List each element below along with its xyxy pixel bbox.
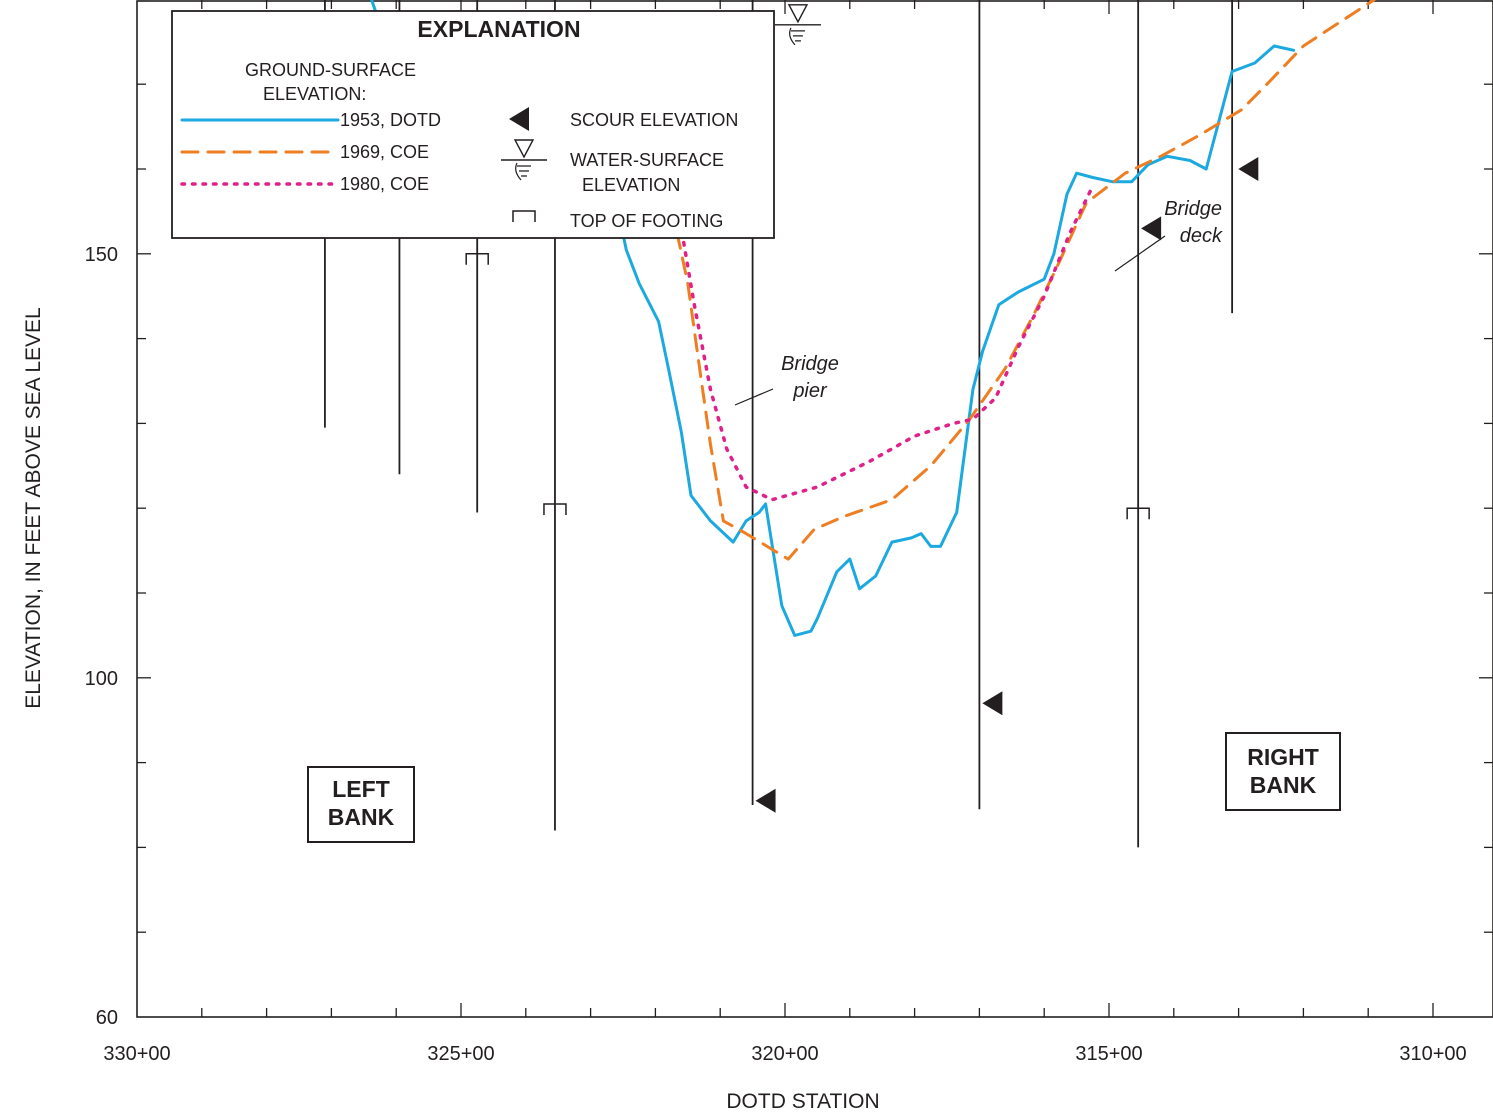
- right-bank-label-line: BANK: [1250, 772, 1317, 798]
- x-axis-title: DOTD STATION: [726, 1090, 879, 1113]
- y-tick-label: 150: [85, 244, 118, 266]
- bridge-deck-annotation-line: Bridge: [1164, 198, 1222, 220]
- legend-box: [171, 10, 775, 239]
- bridge-deck-leader: [1114, 235, 1166, 272]
- scour-elevation-marker: [755, 788, 776, 813]
- bridge-pier-annotation-line: pier: [792, 380, 828, 402]
- legend-ground-header: ELEVATION:: [263, 84, 366, 104]
- legend-series-label: 1953, DOTD: [340, 110, 441, 130]
- top-of-footing-marker: [1126, 507, 1150, 520]
- legend-title: EXPLANATION: [417, 16, 580, 42]
- legend-scour-symbol: [509, 107, 529, 131]
- top-of-footing-marker: [543, 503, 567, 515]
- x-tick-label: 320+00: [751, 1043, 818, 1065]
- bridge-pier-annotation: Bridge pier: [781, 353, 839, 402]
- series-line-3: [653, 129, 1095, 502]
- water-surface-marker: [774, 4, 821, 46]
- left-bank-box: [307, 766, 415, 843]
- x-tick-label: 315+00: [1075, 1043, 1142, 1065]
- bridge-deck-annotation: Bridge deck: [1164, 198, 1223, 247]
- legend-footing-symbol: [512, 210, 536, 222]
- x-tick-label: 330+00: [103, 1043, 170, 1065]
- legend-scour-label: SCOUR ELEVATION: [570, 110, 738, 130]
- x-tick-label: 310+00: [1399, 1043, 1466, 1065]
- top-of-footing-marker: [465, 253, 489, 265]
- right-bank-box: [1225, 732, 1341, 811]
- legend-water-symbol-lines: [515, 162, 531, 181]
- legend-water-symbol: [501, 139, 547, 181]
- series-line-2: [653, 0, 1377, 561]
- scour-elevation-marker: [982, 691, 1003, 716]
- left-bank-label-line: BANK: [328, 804, 395, 830]
- scour-elevation-marker: [1238, 157, 1259, 181]
- plot-frame: [136, 0, 1493, 1018]
- bridge-pier-leader: [734, 388, 774, 406]
- legend-footing-label: TOP OF FOOTING: [570, 211, 723, 231]
- y-tick-label: 100: [85, 668, 118, 690]
- x-tick-label: 325+00: [427, 1043, 494, 1065]
- y-tick-label: 60: [96, 1007, 118, 1029]
- bridge-deck-annotation-line: deck: [1180, 225, 1223, 247]
- scour-elevation-marker: [1141, 216, 1162, 241]
- y-axis-title: ELEVATION, IN FEET ABOVE SEA LEVEL: [22, 307, 45, 709]
- water-surface-marker-lines: [789, 27, 805, 46]
- bridge-pier-annotation-line: Bridge: [781, 353, 839, 375]
- water-surface-marker-triangle: [787, 4, 809, 24]
- left-bank-label-line: LEFT: [332, 776, 390, 802]
- legend-water-label: WATER-SURFACE: [570, 150, 724, 170]
- legend-water-label: ELEVATION: [582, 175, 680, 195]
- legend-series-label: 1969, COE: [340, 142, 429, 162]
- legend-ground-header: GROUND-SURFACE: [245, 60, 416, 80]
- legend-series-label: 1980, COE: [340, 174, 429, 194]
- right-bank-label-line: RIGHT: [1247, 744, 1319, 770]
- legend-water-symbol-triangle: [513, 139, 535, 159]
